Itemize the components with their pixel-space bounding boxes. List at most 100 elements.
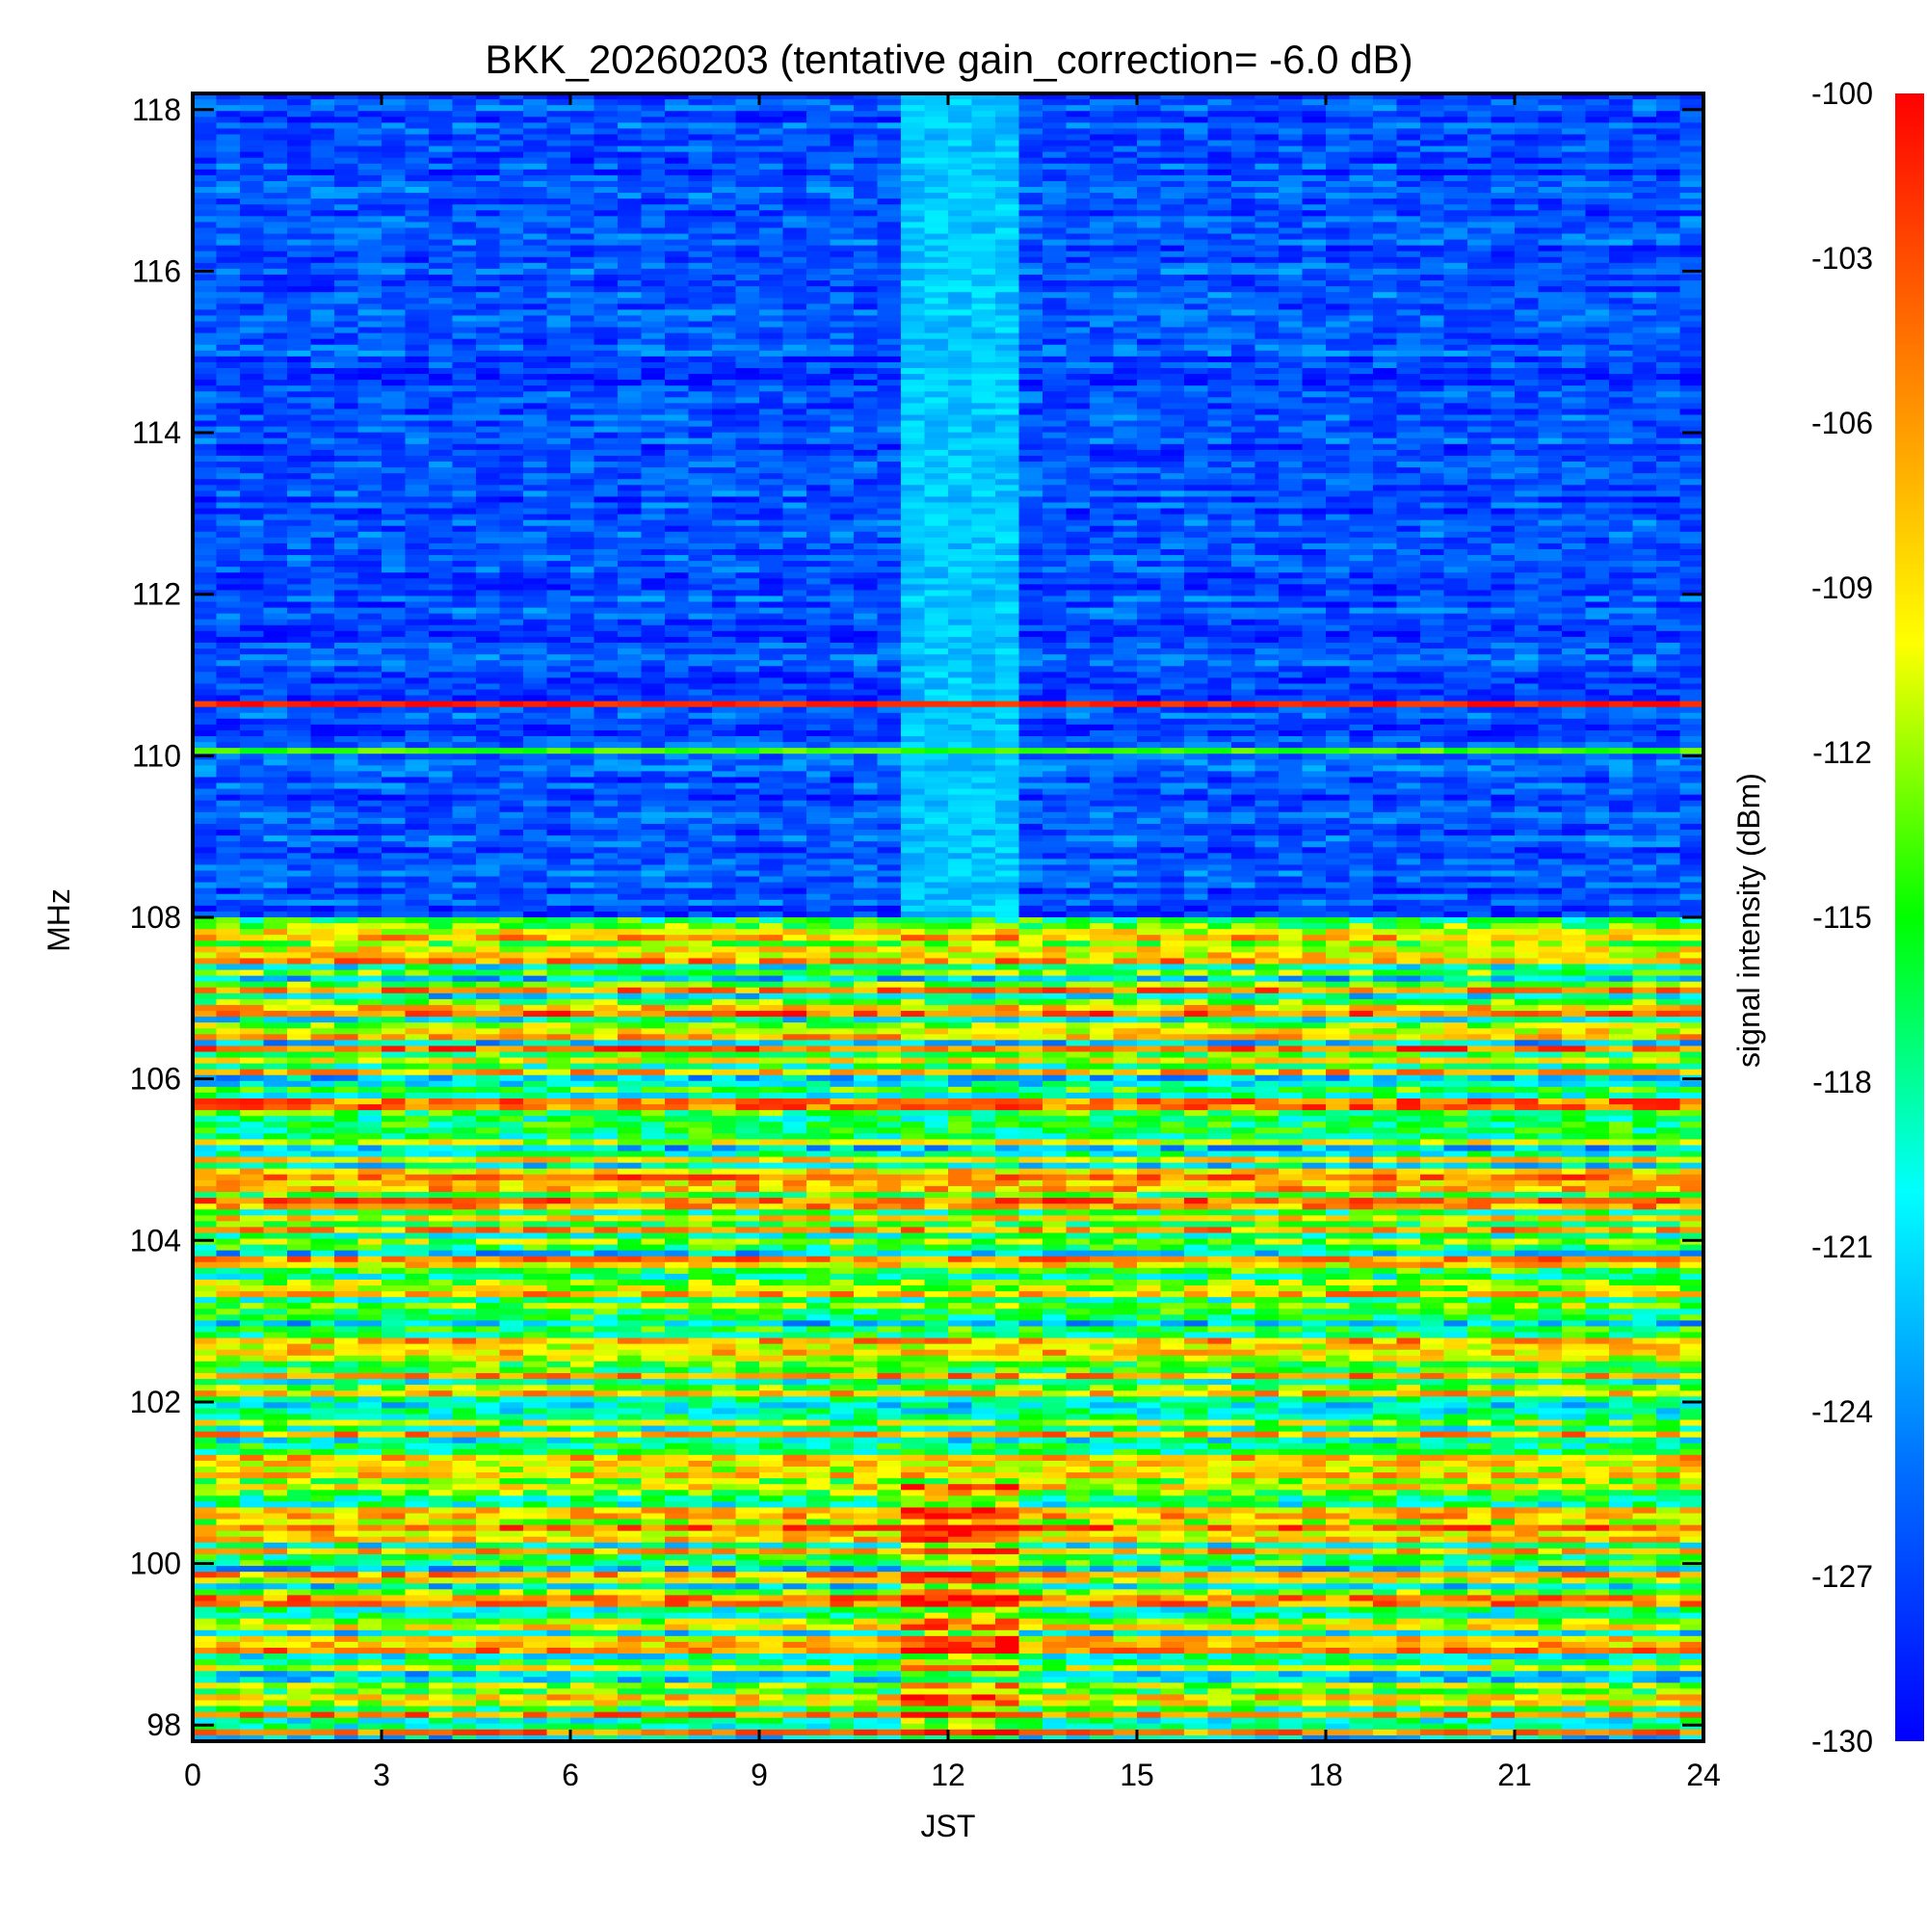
- heatmap-cell: [1586, 117, 1610, 123]
- heatmap-cell: [1373, 345, 1397, 352]
- heatmap-cell: [1373, 257, 1397, 264]
- heatmap-cell: [948, 141, 972, 147]
- heatmap-cell: [1231, 543, 1255, 550]
- heatmap-cell: [665, 496, 689, 503]
- heatmap-cell: [1515, 450, 1539, 457]
- heatmap-cell: [665, 321, 689, 328]
- heatmap-cell: [1231, 292, 1255, 299]
- heatmap-cell: [453, 181, 477, 188]
- heatmap-cell: [1043, 385, 1067, 392]
- heatmap-cell: [1255, 409, 1280, 415]
- heatmap-cell: [1420, 321, 1444, 328]
- heatmap-cell: [642, 485, 666, 491]
- heatmap-cell: [1562, 515, 1586, 521]
- heatmap-cell: [1208, 292, 1232, 299]
- heatmap-cell: [689, 181, 713, 188]
- heatmap-cell: [783, 216, 807, 223]
- heatmap-cell: [287, 509, 311, 516]
- heatmap-cell: [1326, 462, 1350, 468]
- heatmap-cell: [1326, 275, 1350, 281]
- heatmap-cell: [1562, 490, 1586, 497]
- heatmap-cell: [665, 397, 689, 404]
- heatmap-cell: [1491, 532, 1516, 539]
- heatmap-cell: [287, 385, 311, 392]
- heatmap-cell: [1609, 421, 1633, 428]
- heatmap-cell: [925, 275, 949, 281]
- heatmap-cell: [1279, 122, 1303, 129]
- heatmap-cell: [689, 479, 713, 486]
- heatmap-cell: [759, 473, 783, 480]
- heatmap-cell: [783, 467, 807, 474]
- heatmap-cell: [901, 240, 925, 247]
- heatmap-cell: [1515, 333, 1539, 340]
- heatmap-cell: [854, 280, 878, 287]
- heatmap-cell: [1114, 210, 1138, 217]
- heatmap-cell: [1680, 315, 1704, 322]
- heatmap-cell: [736, 351, 760, 357]
- heatmap-cell: [1515, 181, 1539, 188]
- heatmap-cell: [1680, 339, 1704, 346]
- heatmap-cell: [1633, 380, 1657, 386]
- heatmap-cell: [1067, 433, 1091, 439]
- heatmap-cell: [972, 374, 996, 381]
- heatmap-cell: [287, 193, 311, 199]
- heatmap-cell: [736, 152, 760, 159]
- heatmap-cell: [429, 164, 453, 171]
- heatmap-cell: [1350, 105, 1374, 112]
- heatmap-cell: [1231, 538, 1255, 544]
- heatmap-cell: [570, 450, 594, 457]
- heatmap-cell: [1114, 286, 1138, 293]
- heatmap-cell: [287, 427, 311, 434]
- heatmap-cell: [406, 374, 430, 381]
- heatmap-cell: [1373, 456, 1397, 463]
- heatmap-cell: [1279, 380, 1303, 386]
- heatmap-cell: [1067, 415, 1091, 422]
- heatmap-cell: [1019, 479, 1043, 486]
- heatmap-cell: [334, 538, 358, 544]
- heatmap-cell: [901, 257, 925, 264]
- heatmap-cell: [854, 357, 878, 363]
- heatmap-cell: [1231, 520, 1255, 527]
- heatmap-cell: [1090, 105, 1114, 112]
- heatmap-cell: [1609, 141, 1633, 147]
- heatmap-cell: [547, 105, 571, 112]
- heatmap-cell: [1231, 164, 1255, 171]
- heatmap-cell: [712, 490, 736, 497]
- heatmap-cell: [995, 117, 1019, 123]
- heatmap-cell: [759, 216, 783, 223]
- heatmap-cell: [689, 543, 713, 550]
- heatmap-cell: [500, 339, 524, 346]
- heatmap-cell: [1373, 210, 1397, 217]
- heatmap-cell: [429, 304, 453, 310]
- heatmap-cell: [1043, 362, 1067, 369]
- heatmap-cell: [1279, 152, 1303, 159]
- heatmap-cell: [1680, 467, 1704, 474]
- heatmap-cell: [1586, 526, 1610, 533]
- heatmap-cell: [925, 479, 949, 486]
- heatmap-cell: [406, 193, 430, 199]
- heatmap-cell: [712, 263, 736, 270]
- heatmap-cell: [831, 269, 855, 276]
- heatmap-cell: [311, 263, 335, 270]
- heatmap-cell: [217, 473, 241, 480]
- heatmap-cell: [453, 117, 477, 123]
- heatmap-cell: [854, 333, 878, 340]
- heatmap-cell: [712, 415, 736, 422]
- heatmap-cell: [1019, 181, 1043, 188]
- heatmap-cell: [1467, 134, 1491, 141]
- heatmap-cell: [995, 479, 1019, 486]
- heatmap-cell: [854, 374, 878, 381]
- heatmap-cell: [1255, 321, 1280, 328]
- heatmap-cell: [1208, 345, 1232, 352]
- heatmap-cell: [759, 234, 783, 241]
- heatmap-cell: [665, 328, 689, 334]
- heatmap-cell: [547, 240, 571, 247]
- heatmap-cell: [1420, 339, 1444, 346]
- heatmap-cell: [1609, 198, 1633, 205]
- heatmap-cell: [665, 111, 689, 118]
- heatmap-cell: [476, 485, 500, 491]
- heatmap-cell: [1680, 496, 1704, 503]
- heatmap-cell: [382, 269, 406, 276]
- heatmap-cell: [1609, 234, 1633, 241]
- heatmap-cell: [1373, 158, 1397, 165]
